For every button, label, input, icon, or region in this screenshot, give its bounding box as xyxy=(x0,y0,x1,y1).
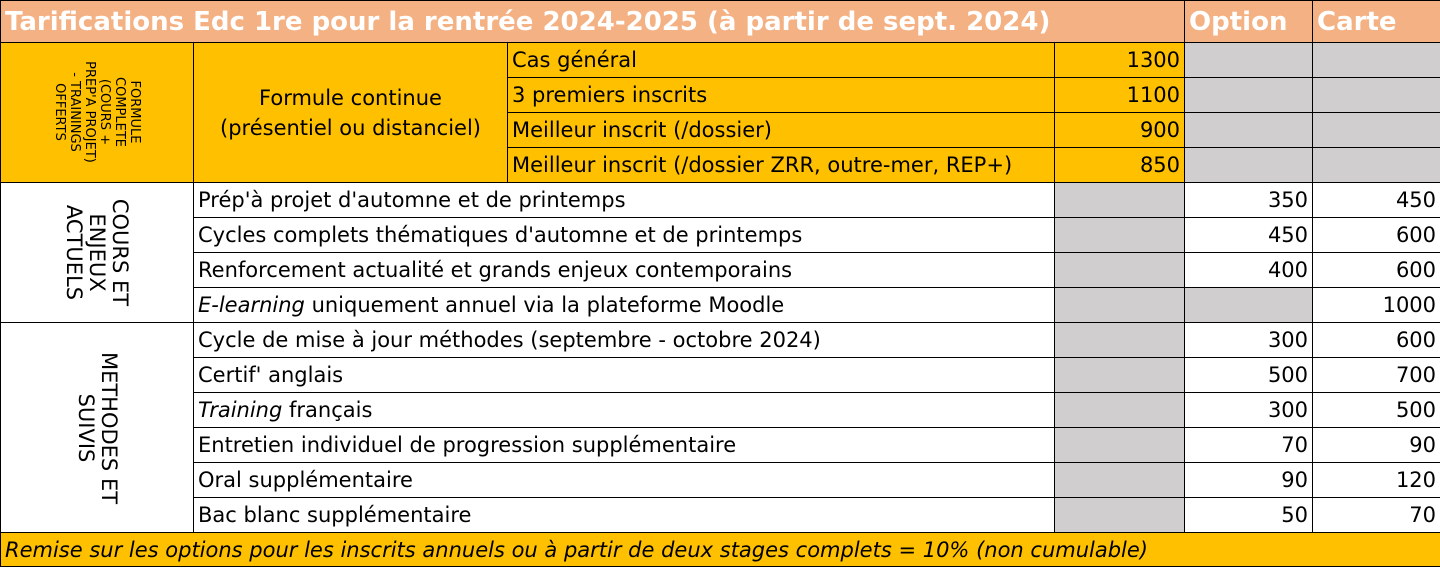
training-row-label: Training français xyxy=(193,392,1055,428)
methodes-group-cell: METHODES ET SUIVIS xyxy=(0,322,194,533)
cours-row-option: 350 xyxy=(1184,182,1314,218)
methodes-row-label: Certif' anglais xyxy=(193,357,1055,393)
methodes-row-label: Cycle de mise à jour méthodes (septembre… xyxy=(193,322,1055,358)
cours-group-label: COURS ET ENJEUX ACTUELS xyxy=(62,198,133,307)
cours-row-label: Prép'à projet d'automne et de printemps xyxy=(193,182,1055,218)
formule-row-label: 3 premiers inscrits xyxy=(507,77,1055,113)
formule-name-line2: (présentiel ou distanciel) xyxy=(220,115,481,140)
cours-row-carte: 600 xyxy=(1312,217,1440,253)
formule-row-label: Meilleur inscrit (/dossier) xyxy=(507,112,1055,148)
elearning-italic: E-learning xyxy=(198,293,305,317)
elearning-option xyxy=(1184,287,1314,323)
elearning-carte: 1000 xyxy=(1312,287,1440,323)
methodes-row-option: 90 xyxy=(1184,462,1314,498)
training-italic: Training xyxy=(198,398,283,422)
training-carte: 500 xyxy=(1312,392,1440,428)
empty-gray-cell xyxy=(1312,147,1440,183)
cours-row-label: Cycles complets thématiques d'automne et… xyxy=(193,217,1055,253)
formule-row-price: 900 xyxy=(1053,112,1186,148)
elearning-rest: uniquement annuel via la plateforme Mood… xyxy=(304,293,785,317)
empty-gray-cell xyxy=(1053,497,1186,533)
methodes-row-option: 500 xyxy=(1184,357,1314,393)
formule-group-cell: FORMULE COMPLETE (COURS + PREP'A PROJET)… xyxy=(0,42,194,183)
cours-row-carte: 600 xyxy=(1312,252,1440,288)
cours-row-carte: 450 xyxy=(1312,182,1440,218)
methodes-row-carte: 120 xyxy=(1312,462,1440,498)
formule-group-label: FORMULE COMPLETE (COURS + PREP'A PROJET)… xyxy=(51,61,142,163)
empty-gray-cell xyxy=(1053,357,1186,393)
methodes-row-option: 300 xyxy=(1184,322,1314,358)
empty-gray-cell xyxy=(1312,112,1440,148)
empty-gray-cell xyxy=(1184,77,1314,113)
formule-row-label: Meilleur inscrit (/dossier ZRR, outre-me… xyxy=(507,147,1055,183)
formule-row-price: 1100 xyxy=(1053,77,1186,113)
methodes-row-carte: 70 xyxy=(1312,497,1440,533)
empty-gray-cell xyxy=(1184,112,1314,148)
empty-gray-cell xyxy=(1184,42,1314,78)
empty-gray-cell xyxy=(1184,147,1314,183)
cours-row-label: Renforcement actualité et grands enjeux … xyxy=(193,252,1055,288)
methodes-row-carte: 600 xyxy=(1312,322,1440,358)
methodes-row-label: Oral supplémentaire xyxy=(193,462,1055,498)
methodes-row-option: 50 xyxy=(1184,497,1314,533)
cours-group-cell: COURS ET ENJEUX ACTUELS xyxy=(0,182,194,323)
formule-row-label: Cas général xyxy=(507,42,1055,78)
training-option: 300 xyxy=(1184,392,1314,428)
methodes-row-carte: 700 xyxy=(1312,357,1440,393)
empty-gray-cell xyxy=(1312,77,1440,113)
methodes-row-label: Entretien individuel de progression supp… xyxy=(193,427,1055,463)
empty-gray-cell xyxy=(1312,42,1440,78)
methodes-row-label: Bac blanc supplémentaire xyxy=(193,497,1055,533)
formule-name-cell: Formule continue (présentiel ou distanci… xyxy=(193,42,508,183)
empty-gray-cell xyxy=(1053,427,1186,463)
formule-name-line1: Formule continue xyxy=(259,85,442,110)
training-rest: français xyxy=(282,398,373,422)
empty-gray-cell xyxy=(1053,287,1186,323)
footer-note: Remise sur les options pour les inscrits… xyxy=(0,532,1440,567)
column-header-carte: Carte xyxy=(1312,0,1440,43)
empty-gray-cell xyxy=(1053,392,1186,428)
formule-row-price: 1300 xyxy=(1053,42,1186,78)
methodes-row-carte: 90 xyxy=(1312,427,1440,463)
methodes-group-label: METHODES ET SUIVIS xyxy=(73,351,121,504)
empty-gray-cell xyxy=(1053,217,1186,253)
cours-row-option: 400 xyxy=(1184,252,1314,288)
page-title: Tarifications Edc 1re pour la rentrée 20… xyxy=(0,0,1186,43)
empty-gray-cell xyxy=(1053,322,1186,358)
empty-gray-cell xyxy=(1053,182,1186,218)
methodes-row-option: 70 xyxy=(1184,427,1314,463)
empty-gray-cell xyxy=(1053,462,1186,498)
elearning-row-label: E-learning uniquement annuel via la plat… xyxy=(193,287,1055,323)
cours-row-option: 450 xyxy=(1184,217,1314,253)
column-header-option: Option xyxy=(1184,0,1314,43)
formule-row-price: 850 xyxy=(1053,147,1186,183)
empty-gray-cell xyxy=(1053,252,1186,288)
